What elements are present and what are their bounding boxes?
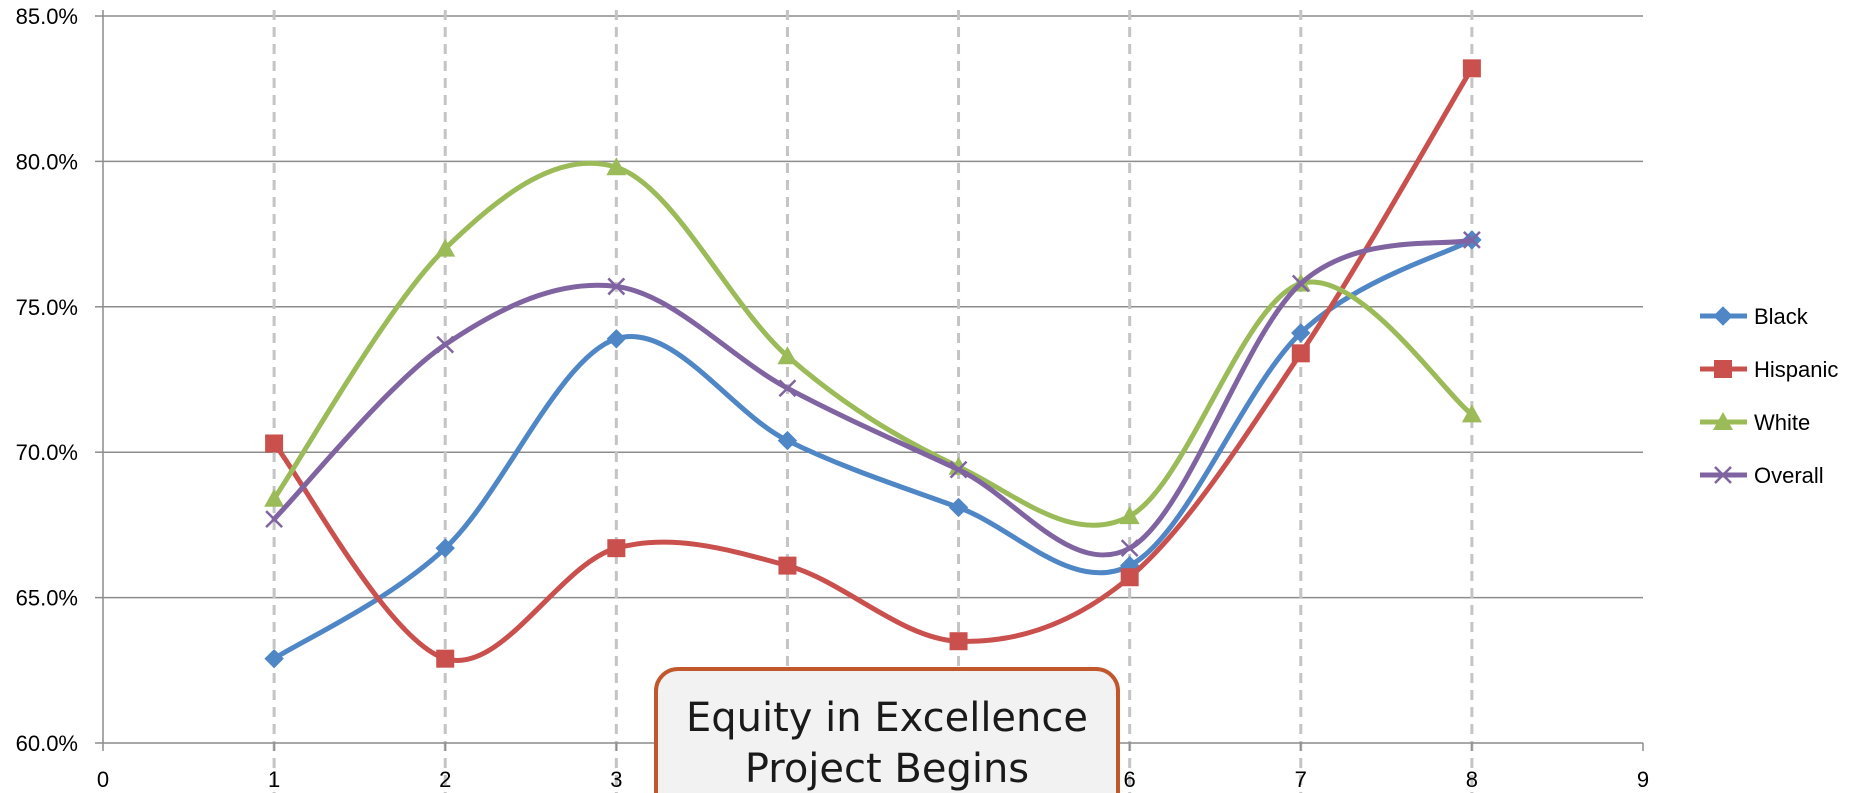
series-line-overall: [271, 237, 1475, 558]
legend-swatch-marker: [1714, 466, 1732, 484]
legend-label: White: [1754, 410, 1810, 435]
legend-label: Overall: [1754, 463, 1824, 488]
data-point-white: [1461, 404, 1482, 423]
y-tick-label: 85.0%: [16, 4, 78, 29]
data-point-hispanic: [607, 539, 626, 558]
legend-item-black: Black: [1700, 304, 1809, 329]
legend-item-white: White: [1700, 410, 1810, 435]
data-point-white: [435, 238, 456, 257]
data-point-overall: [607, 277, 626, 296]
annotation-text: Equity in Excellence: [686, 695, 1088, 741]
legend-item-overall: Overall: [1700, 463, 1824, 488]
data-point-overall: [1463, 231, 1481, 249]
data-point-white: [264, 488, 285, 507]
data-point-hispanic: [265, 434, 284, 453]
annotation-callout: Equity in Excellence Project Begins: [654, 667, 1120, 793]
legend: Black Hispanic White Overall: [1700, 304, 1838, 488]
data-point-black: [1291, 323, 1311, 343]
x-tick-label: 2: [439, 767, 451, 792]
x-tick-label: 6: [1124, 767, 1136, 792]
data-point-white: [1119, 506, 1140, 525]
data-point-hispanic: [436, 649, 455, 668]
series-hispanic: [265, 59, 1481, 668]
series-line-black: [271, 237, 1475, 662]
x-tick-label: 3: [610, 767, 622, 792]
annotation-layer: Equity in Excellence Project Begins: [654, 667, 1120, 793]
data-point-hispanic: [778, 556, 797, 575]
y-tick-label: 75.0%: [16, 295, 78, 320]
data-point-hispanic: [1291, 344, 1310, 363]
annotation-text: Project Begins: [745, 746, 1029, 792]
x-tick-label: 7: [1295, 767, 1307, 792]
y-tick-label: 70.0%: [16, 440, 78, 465]
legend-label: Black: [1754, 304, 1809, 329]
data-point-white: [606, 157, 627, 176]
data-point-overall: [949, 460, 968, 479]
data-point-overall: [1120, 539, 1139, 558]
data-point-overall: [265, 510, 283, 528]
series-line-white: [271, 160, 1475, 528]
data-point-hispanic: [1120, 568, 1139, 587]
series-overall: [265, 231, 1481, 558]
x-tick-label: 8: [1466, 767, 1478, 792]
data-point-overall: [778, 379, 797, 398]
legend-swatch-marker: [1713, 412, 1733, 430]
x-tick-label: 9: [1637, 767, 1649, 792]
data-point-white: [777, 346, 798, 365]
annotation-box: [654, 667, 1120, 793]
data-point-overall: [1291, 274, 1310, 293]
data-point-black: [777, 430, 798, 451]
data-point-black: [948, 497, 969, 518]
axis-layer: 60.0%65.0%70.0%75.0%80.0%85.0%0123456789: [16, 4, 1650, 792]
data-point-black: [264, 648, 284, 669]
y-tick-label: 80.0%: [16, 149, 78, 174]
data-point-hispanic: [949, 632, 968, 651]
legend-label: Hispanic: [1754, 357, 1838, 382]
data-point-black: [435, 538, 455, 558]
y-tick-label: 60.0%: [16, 731, 78, 756]
data-point-hispanic: [1462, 59, 1481, 78]
x-tick-label: 0: [97, 767, 109, 792]
data-point-black: [606, 329, 627, 349]
x-tick-label: 1: [268, 767, 280, 792]
legend-swatch-marker: [1713, 306, 1733, 326]
series-layer: [264, 59, 1482, 669]
y-tick-label: 65.0%: [16, 586, 78, 611]
legend-swatch-marker: [1714, 360, 1732, 378]
legend-item-hispanic: Hispanic: [1700, 357, 1838, 382]
series-black: [264, 230, 1482, 669]
data-point-overall: [436, 335, 455, 354]
series-line-hispanic: [271, 65, 1475, 663]
